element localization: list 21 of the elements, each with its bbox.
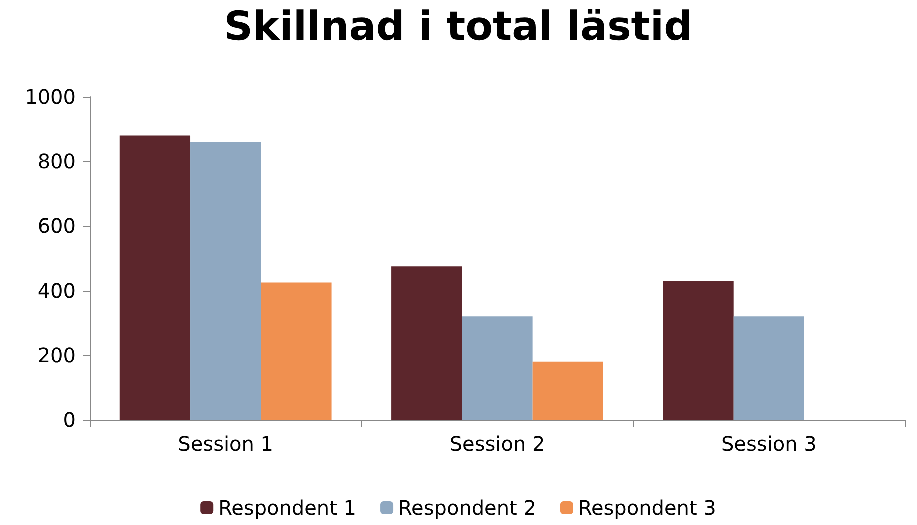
chart-title: Skillnad i total lästid [224,4,693,50]
y-tick-label: 1000 [25,85,76,109]
x-tick-label: Session 1 [178,432,274,456]
bar [532,362,604,420]
bar [190,142,262,420]
y-tick-label: 600 [38,214,76,238]
legend-label: Respondent 3 [578,496,716,520]
y-tick-label: 400 [38,278,76,303]
bar [392,266,462,420]
y-tick-label: 200 [38,343,76,368]
x-tick-label: Session 2 [450,432,546,456]
bar [663,281,734,420]
bar [261,282,332,420]
y-tick-label: 800 [38,150,76,174]
bar [462,316,533,420]
bar [734,316,804,420]
legend-label: Respondent 2 [398,496,536,520]
y-tick-label: 0 [63,408,76,432]
legend-label: Respondent 1 [218,496,357,520]
x-tick-label: Session 3 [721,432,817,456]
bar [120,136,191,420]
